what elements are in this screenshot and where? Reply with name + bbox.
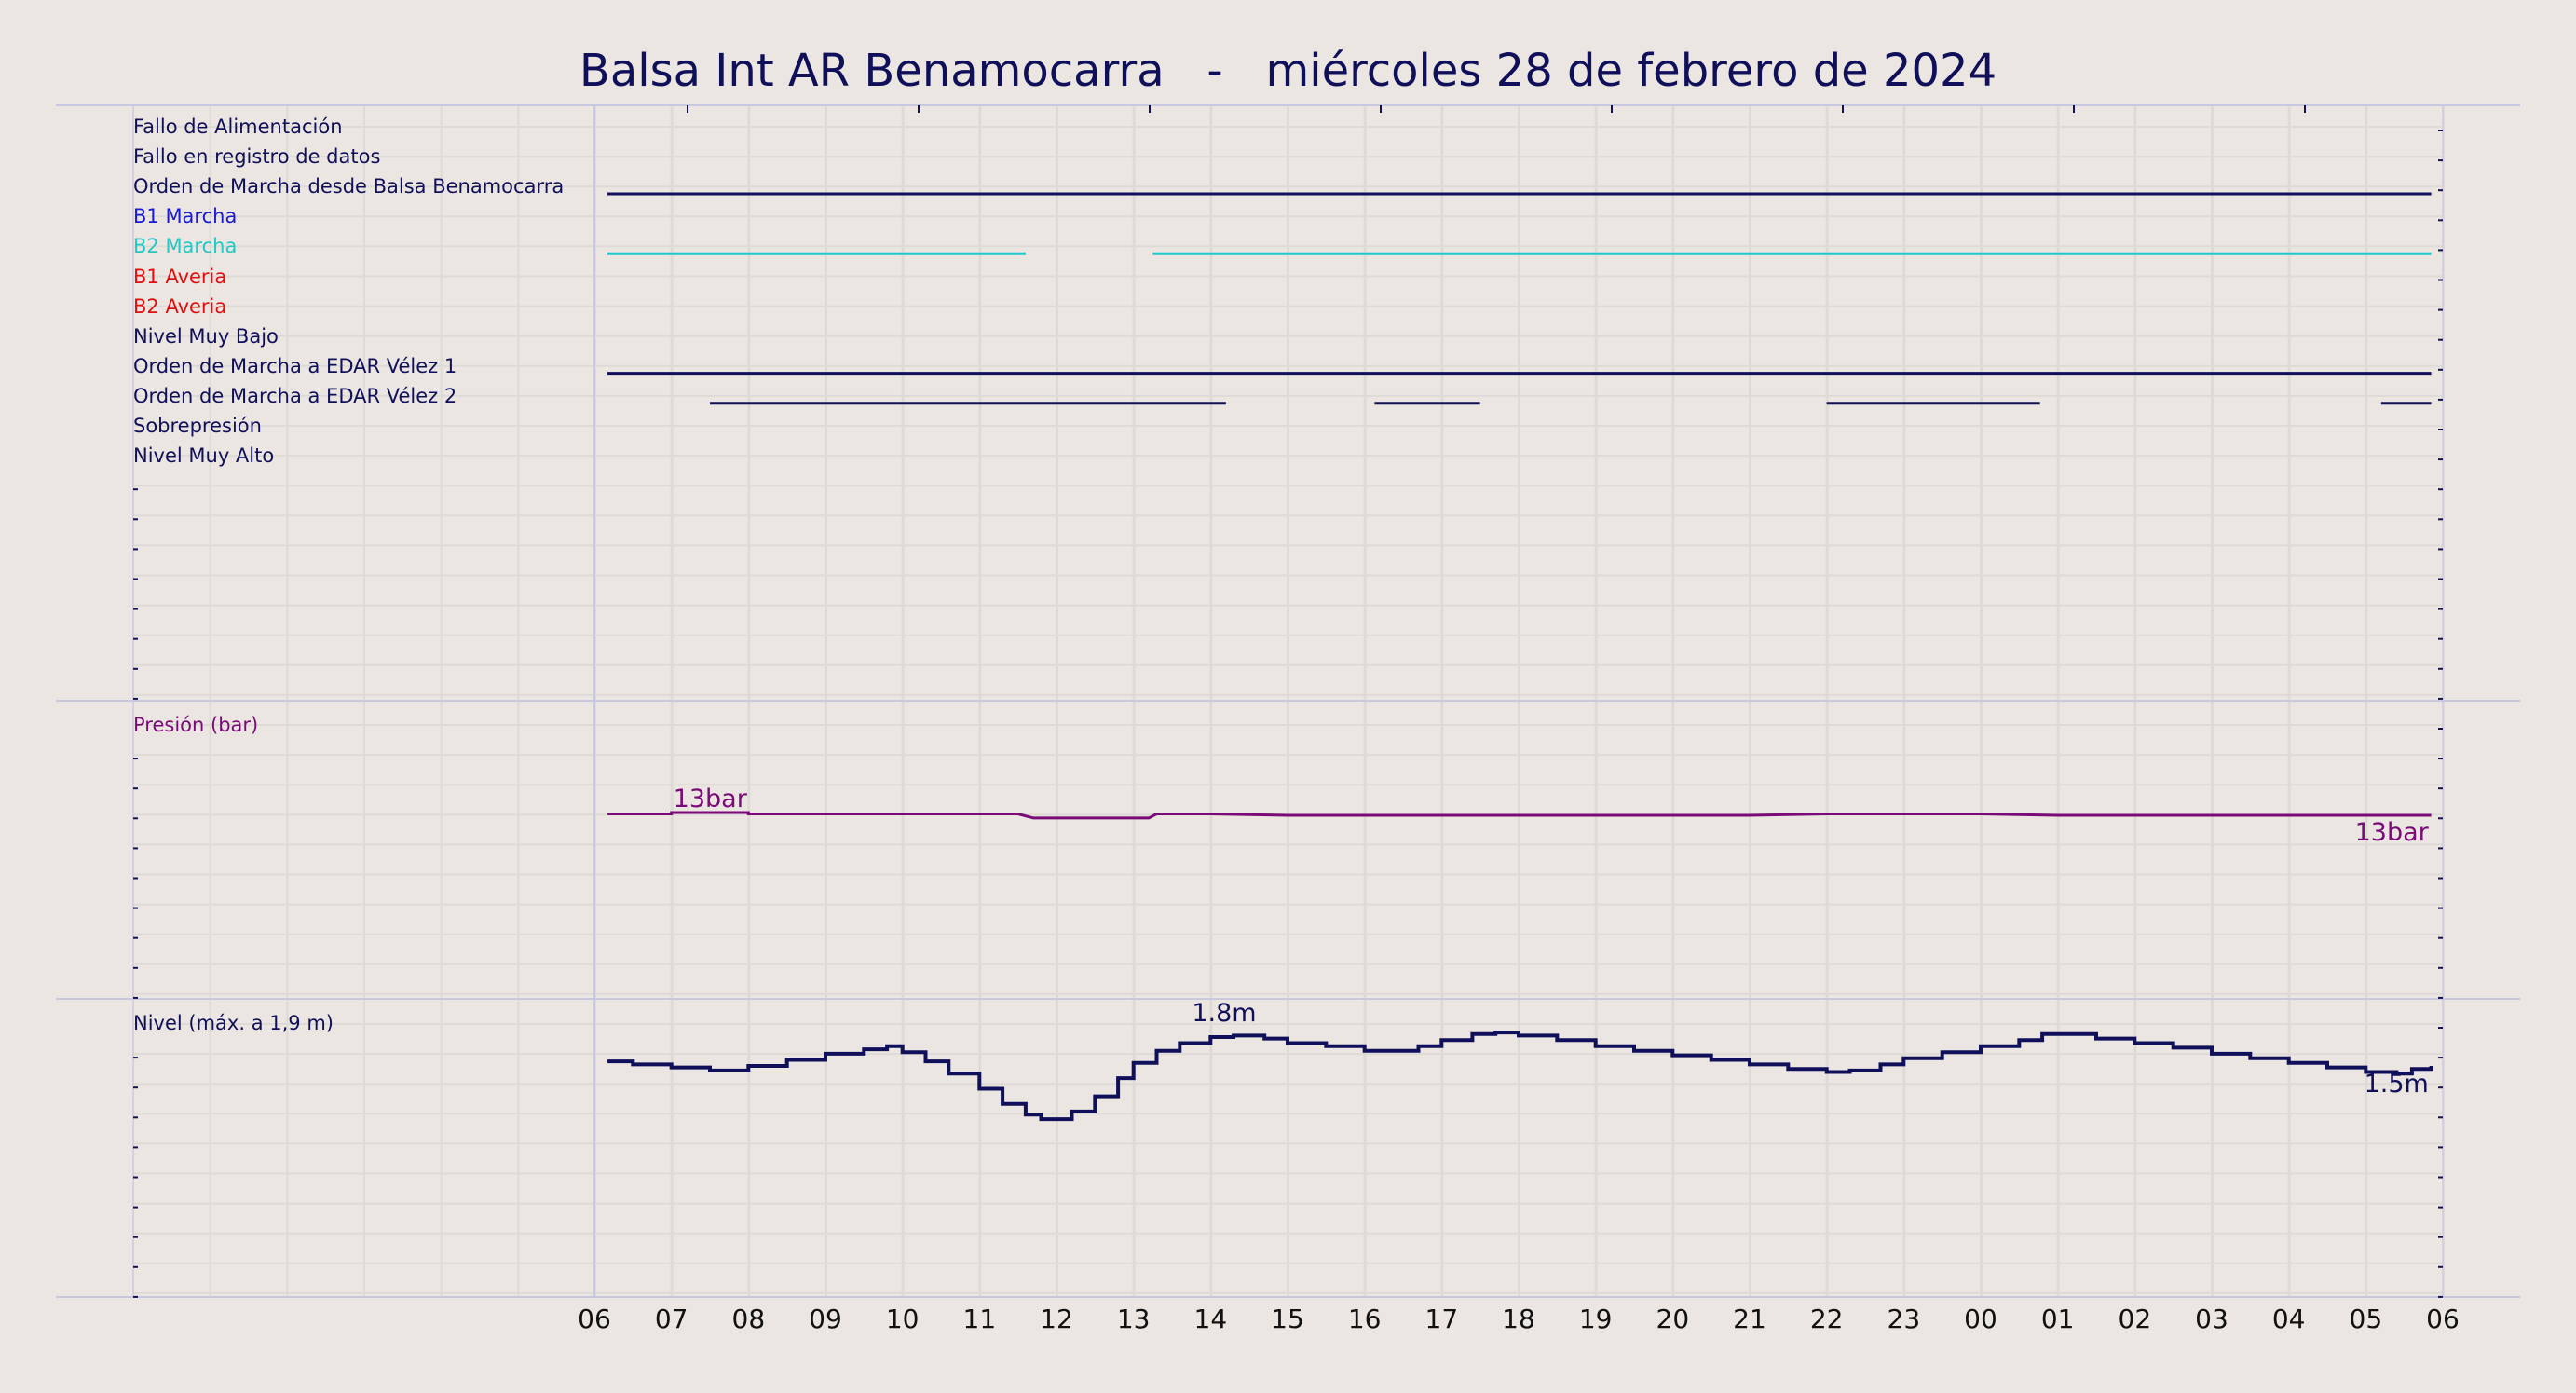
signal-label: B1 Marcha <box>133 205 238 228</box>
chart-title: Balsa Int AR Benamocarra - miércoles 28 … <box>579 45 1997 97</box>
x-tick-label: 19 <box>1579 1304 1613 1334</box>
pressure-panel-label: Presión (bar) <box>133 714 259 736</box>
x-tick-label: 06 <box>2426 1304 2460 1334</box>
signal-label: B2 Averia <box>133 294 227 318</box>
x-tick-label: 01 <box>2041 1304 2075 1334</box>
x-tick-label: 09 <box>809 1304 842 1334</box>
signal-label: Sobrepresión <box>133 415 262 437</box>
x-tick-label: 23 <box>1888 1304 1921 1334</box>
x-tick-label: 03 <box>2195 1304 2228 1334</box>
level-panel-label: Nivel (máx. a 1,9 m) <box>133 1012 334 1034</box>
x-tick-label: 15 <box>1271 1304 1304 1334</box>
level-annotation-end: 1.5m <box>2364 1070 2429 1099</box>
pressure-annotation-end: 13bar <box>2354 817 2429 847</box>
x-tick-label: 07 <box>655 1304 688 1334</box>
x-tick-label: 17 <box>1425 1304 1459 1334</box>
pressure-series-line <box>607 811 2432 820</box>
x-tick-label: 05 <box>2350 1304 2383 1334</box>
signal-label: Nivel Muy Alto <box>133 444 275 468</box>
signal-label: Orden de Marcha a EDAR Vélez 1 <box>133 354 457 377</box>
level-annotation-max: 1.8m <box>1192 999 1257 1029</box>
x-tick-label: 11 <box>963 1304 997 1334</box>
signal-label: Orden de Marcha a EDAR Vélez 2 <box>133 384 457 407</box>
x-tick-label: 06 <box>578 1304 611 1334</box>
signal-label: Fallo de Alimentación <box>133 116 343 138</box>
x-tick-label: 08 <box>732 1304 766 1334</box>
signal-label: B2 Marcha <box>133 235 238 258</box>
x-tick-label: 00 <box>1964 1304 1997 1334</box>
signal-label: Nivel Muy Bajo <box>133 324 279 348</box>
x-tick-label: 18 <box>1502 1304 1535 1334</box>
signal-label: B1 Averia <box>133 265 227 288</box>
x-tick-label: 02 <box>2119 1304 2152 1334</box>
signal-label: Fallo en registro de datos <box>133 145 381 169</box>
x-tick-label: 16 <box>1348 1304 1382 1334</box>
x-tick-label: 21 <box>1733 1304 1766 1334</box>
x-tick-label: 14 <box>1194 1304 1228 1334</box>
x-tick-label: 10 <box>886 1304 920 1334</box>
x-tick-label: 20 <box>1656 1304 1690 1334</box>
level-series-line <box>607 1031 2433 1122</box>
x-tick-label: 13 <box>1117 1304 1151 1334</box>
x-tick-label: 12 <box>1040 1304 1073 1334</box>
pressure-annotation-start: 13bar <box>673 784 747 813</box>
x-tick-label: 22 <box>1810 1304 1844 1334</box>
signal-label: Orden de Marcha desde Balsa Benamocarra <box>133 175 565 198</box>
x-tick-label: 04 <box>2272 1304 2306 1334</box>
